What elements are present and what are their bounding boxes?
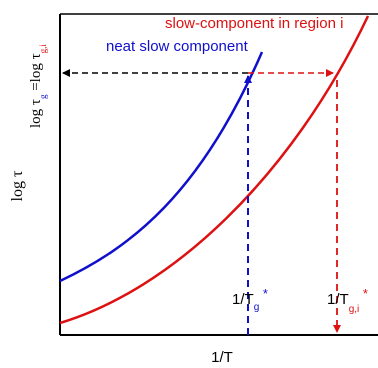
y-tick-label: log τg =log τg,i [28, 44, 48, 128]
tg-star: * [259, 286, 268, 301]
tgi-star: * [359, 286, 368, 301]
red-curve-label: slow-component in region i [165, 15, 343, 32]
blue-curve [59, 51, 264, 283]
y-axis-label: log τ [9, 170, 26, 201]
tgi-prefix: 1/T [327, 291, 349, 308]
x-axis-label: 1/T [211, 349, 233, 366]
tgi-sub: g,i [349, 304, 360, 315]
tgi-marker-label: 1/Tg,i * [327, 286, 368, 315]
y-tick-eq: =log τ [28, 53, 44, 94]
red-curve [59, 15, 370, 325]
blue-curve-label: neat slow component [106, 38, 249, 55]
tg-sub: g [254, 302, 260, 313]
tg-prefix: 1/T [232, 291, 254, 308]
y-tick-prefix: log τ [28, 99, 44, 128]
y-tick-g-sub: g [38, 94, 48, 99]
tg-marker-label: 1/Tg * [232, 286, 268, 313]
y-tick-gi-sub: g,i [38, 44, 48, 54]
